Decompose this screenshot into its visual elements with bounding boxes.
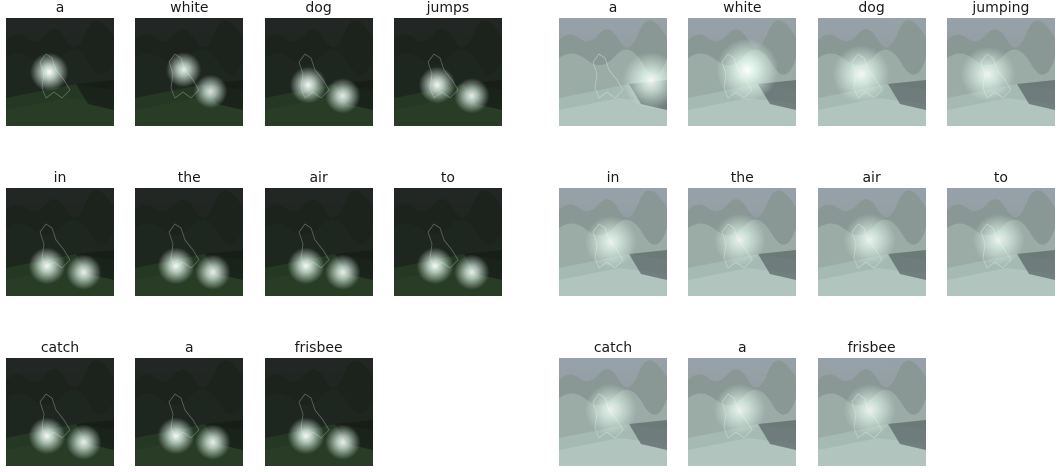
attention-spot [157, 247, 195, 285]
attention-spot [416, 247, 454, 285]
attention-spot [287, 247, 324, 285]
attention-map-image [135, 18, 244, 126]
attention-spot [584, 383, 637, 436]
attention-map-image [946, 188, 1055, 296]
attention-map-image [946, 18, 1055, 126]
attention-spot [622, 52, 667, 110]
caption-word: in [606, 170, 620, 186]
attention-spot [194, 74, 228, 109]
attention-spot [289, 66, 327, 104]
attention-map-image [6, 18, 114, 126]
attention-map-image [688, 358, 797, 466]
attention-spot [166, 52, 202, 88]
attention-spot [714, 213, 767, 266]
caption-word: catch [40, 340, 80, 356]
attention-spot [960, 46, 1016, 102]
attention-spot [843, 383, 896, 436]
attention-spot [66, 424, 102, 460]
caption-word: the [177, 170, 201, 186]
caption-word: white [170, 0, 209, 16]
caption-word: air [309, 170, 328, 186]
attention-spot [716, 38, 779, 101]
attention-map-image [817, 18, 926, 126]
caption-word: frisbee [847, 340, 896, 356]
caption-word: to [440, 170, 455, 186]
attention-map-image [559, 358, 667, 466]
attention-spot [28, 417, 66, 455]
attention-map-image [817, 358, 926, 466]
attention-map-image [559, 188, 667, 296]
attention-spot [324, 424, 360, 460]
attention-map-image [135, 188, 244, 296]
attention-map-image [135, 358, 244, 466]
attention-spot [324, 78, 360, 114]
caption-word: a [608, 0, 618, 16]
attention-spot [972, 213, 1025, 266]
caption-word: a [55, 0, 65, 16]
attention-map-image [6, 358, 114, 466]
attention-map-image [688, 188, 797, 296]
attention-map-image [393, 18, 502, 126]
attention-map-image [559, 18, 667, 126]
caption-word: frisbee [294, 340, 343, 356]
attention-map-image [393, 188, 502, 296]
attention-spot [843, 213, 896, 266]
attention-map-image [6, 188, 114, 296]
attention-spot [195, 254, 231, 290]
caption-word: jumps [426, 0, 470, 16]
attention-spot [66, 254, 102, 290]
attention-spot [832, 45, 890, 103]
attention-spot [157, 417, 195, 455]
caption-word: white [723, 0, 762, 16]
attention-map-image [264, 358, 373, 466]
attention-spot [287, 417, 324, 455]
caption-word: air [862, 170, 881, 186]
caption-word: a [185, 340, 194, 356]
caption-word: to [993, 170, 1008, 186]
attention-spot [584, 216, 637, 268]
caption-word: a [738, 340, 747, 356]
attention-spot [454, 254, 490, 290]
attention-map-image [817, 188, 926, 296]
caption-word: dog [305, 0, 332, 16]
attention-map-image [264, 188, 373, 296]
attention-spot [195, 424, 231, 460]
attention-spot [28, 247, 66, 285]
caption-word: catch [593, 340, 633, 356]
attention-spot [30, 52, 69, 92]
attention-map-image [264, 18, 373, 126]
caption-word: the [730, 170, 754, 186]
attention-spot [324, 254, 360, 290]
attention-spot [714, 383, 767, 436]
attention-spot [454, 78, 490, 114]
caption-word: dog [858, 0, 885, 16]
caption-word: jumping [972, 0, 1030, 16]
caption-word: in [53, 170, 67, 186]
attention-spot [418, 66, 456, 104]
attention-map-image [688, 18, 797, 126]
